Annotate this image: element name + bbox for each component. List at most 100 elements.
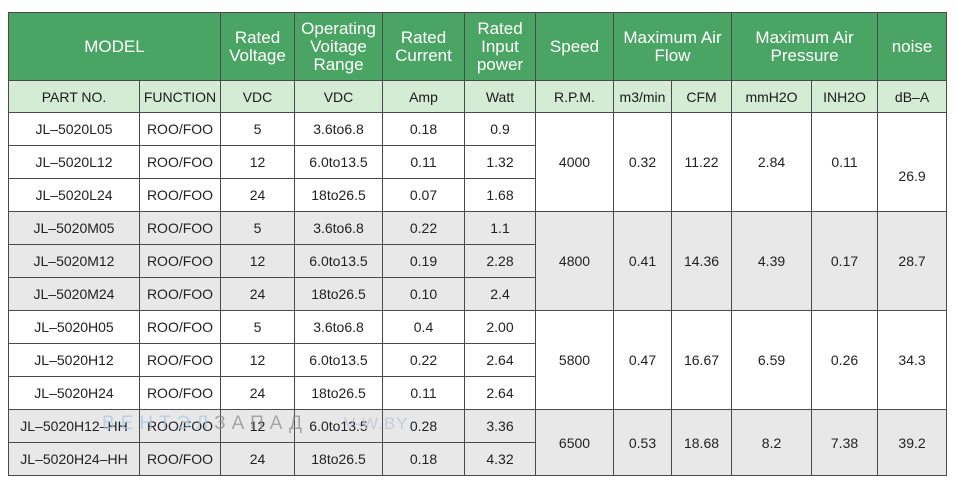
cell-watt: 3.36 — [464, 409, 536, 443]
cell-amp: 0.18 — [382, 442, 465, 476]
cell-mmh2o: 8.2 — [731, 409, 813, 476]
cell-vdc: 24 — [220, 277, 295, 311]
cell-mmh2o: 4.39 — [731, 211, 813, 311]
header-row: MODEL Rated Voltage Operating Voitage Ra… — [8, 12, 948, 81]
cell-part-no: JL–5020L24 — [8, 178, 140, 212]
cell-vdc-range: 6.0to13.5 — [294, 409, 383, 443]
cell-function: ROO/FOO — [139, 244, 221, 278]
cell-noise: 39.2 — [877, 409, 948, 476]
cell-watt: 2.28 — [464, 244, 536, 278]
cell-amp: 0.10 — [382, 277, 465, 311]
cell-rpm: 6500 — [535, 409, 614, 476]
subheader-row: PART NO. FUNCTION VDC VDC Amp Watt R.P.M… — [8, 80, 948, 113]
cell-amp: 0.22 — [382, 211, 465, 245]
cell-rpm: 4000 — [535, 112, 614, 212]
cell-function: ROO/FOO — [139, 178, 221, 212]
cell-amp: 0.28 — [382, 409, 465, 443]
cell-watt: 2.4 — [464, 277, 536, 311]
cell-inh2o: 0.17 — [811, 211, 879, 311]
subheader-vdc: VDC — [220, 80, 295, 113]
cell-part-no: JL–5020H05 — [8, 310, 140, 344]
cell-function: ROO/FOO — [139, 376, 221, 410]
cell-function: ROO/FOO — [139, 343, 221, 377]
cell-part-no: JL–5020M05 — [8, 211, 140, 245]
cell-cfm: 16.67 — [670, 310, 733, 410]
cell-function: ROO/FOO — [139, 112, 221, 146]
cell-function: ROO/FOO — [139, 211, 221, 245]
table-row: JL–5020L05 ROO/FOO 5 3.6to6.8 0.18 0.9 4… — [8, 112, 948, 212]
cell-mmh2o: 6.59 — [731, 310, 813, 410]
cell-watt: 1.68 — [464, 178, 536, 212]
cell-vdc-range: 3.6to6.8 — [294, 112, 383, 146]
subheader-rpm: R.P.M. — [535, 80, 614, 113]
cell-watt: 1.32 — [464, 145, 536, 179]
table-row: JL–5020H24 ROO/FOO 24 18to26.5 0.11 2.64 — [8, 376, 947, 410]
cell-part-no: JL–5020L05 — [8, 112, 140, 146]
cell-vdc-range: 3.6to6.8 — [294, 211, 383, 245]
subheader-dba: dB–A — [877, 80, 948, 113]
cell-mmh2o: 2.84 — [731, 112, 813, 212]
cell-amp: 0.22 — [382, 343, 465, 377]
header-model: MODEL — [8, 12, 221, 81]
cell-cfm: 18.68 — [670, 409, 733, 476]
cell-part-no: JL–5020H12–HH — [8, 409, 140, 443]
subheader-amp: Amp — [382, 80, 465, 113]
header-max-air-flow: Maximum Air Flow — [612, 12, 733, 81]
cell-vdc: 5 — [220, 112, 295, 146]
header-rated-input-power: Rated Input power — [464, 12, 536, 81]
table-row: JL–5020H05 ROO/FOO 5 3.6to6.8 0.4 2.00 5… — [8, 310, 948, 410]
cell-vdc: 12 — [220, 409, 295, 443]
subheader-m3min: m3/min — [613, 80, 672, 113]
cell-vdc: 12 — [220, 244, 295, 278]
cell-rpm: 4800 — [535, 211, 614, 311]
header-max-air-pressure: Maximum Air Pressure — [731, 12, 879, 81]
cell-m3min: 0.41 — [613, 211, 672, 311]
cell-part-no: JL–5020L12 — [8, 145, 140, 179]
cell-watt: 1.1 — [464, 211, 536, 245]
table-row: JL–5020H12–HH ROO/FOO 12 6.0to13.5 0.28 … — [8, 409, 948, 476]
cell-m3min: 0.47 — [613, 310, 672, 410]
cell-noise: 28.7 — [877, 211, 948, 311]
cell-part-no: JL–5020H24 — [8, 376, 140, 410]
cell-vdc-range: 6.0to13.5 — [294, 244, 383, 278]
cell-vdc: 5 — [220, 310, 295, 344]
cell-vdc: 5 — [220, 211, 295, 245]
subheader-cfm: CFM — [670, 80, 733, 113]
cell-inh2o: 0.11 — [811, 112, 879, 212]
fan-spec-table: MODEL Rated Voltage Operating Voitage Ra… — [8, 12, 948, 476]
cell-inh2o: 0.26 — [811, 310, 879, 410]
table-row: JL–5020H24–HH ROO/FOO 24 18to26.5 0.18 4… — [8, 442, 947, 476]
cell-m3min: 0.32 — [613, 112, 672, 212]
cell-rpm: 5800 — [535, 310, 614, 410]
table-row: JL–5020M12 ROO/FOO 12 6.0to13.5 0.19 2.2… — [8, 244, 947, 278]
cell-vdc: 24 — [220, 442, 295, 476]
cell-vdc-range: 6.0to13.5 — [294, 145, 383, 179]
cell-watt: 2.64 — [464, 376, 536, 410]
cell-vdc-range: 18to26.5 — [294, 178, 383, 212]
cell-noise: 26.9 — [877, 112, 948, 212]
cell-function: ROO/FOO — [139, 442, 221, 476]
header-operating-voltage: Operating Voitage Range — [294, 12, 383, 81]
header-rated-current: Rated Current — [382, 12, 465, 81]
cell-amp: 0.4 — [382, 310, 465, 344]
subheader-watt: Watt — [464, 80, 536, 113]
cell-amp: 0.18 — [382, 112, 465, 146]
header-rated-voltage: Rated Voltage — [220, 12, 295, 81]
table-row: JL–5020L12 ROO/FOO 12 6.0to13.5 0.11 1.3… — [8, 145, 947, 179]
cell-watt: 2.64 — [464, 343, 536, 377]
cell-function: ROO/FOO — [139, 310, 221, 344]
cell-function: ROO/FOO — [139, 145, 221, 179]
cell-part-no: JL–5020H24–HH — [8, 442, 140, 476]
cell-vdc-range: 18to26.5 — [294, 376, 383, 410]
cell-vdc-range: 18to26.5 — [294, 442, 383, 476]
cell-vdc: 24 — [220, 376, 295, 410]
cell-amp: 0.19 — [382, 244, 465, 278]
subheader-inh2o: INH2O — [811, 80, 879, 113]
cell-vdc: 24 — [220, 178, 295, 212]
header-noise: noise — [877, 12, 948, 81]
table-row: JL–5020M24 ROO/FOO 24 18to26.5 0.10 2.4 — [8, 277, 947, 311]
subheader-mmh2o: mmH2O — [731, 80, 813, 113]
cell-vdc: 12 — [220, 145, 295, 179]
cell-vdc: 12 — [220, 343, 295, 377]
cell-part-no: JL–5020M12 — [8, 244, 140, 278]
